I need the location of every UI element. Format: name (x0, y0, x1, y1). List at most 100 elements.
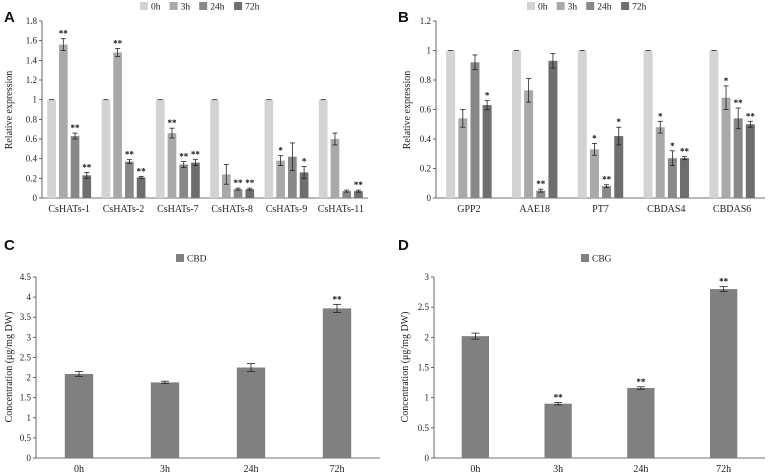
x-tick-label: 24h (633, 464, 648, 475)
bar (733, 118, 743, 198)
y-tick-label: 1 (33, 95, 38, 105)
y-tick-label: 0 (427, 193, 432, 203)
y-tick-label: 3 (27, 332, 32, 342)
bar (667, 158, 677, 198)
significance-mark: ** (245, 178, 255, 188)
significance-mark: * (670, 141, 675, 151)
legend-label: 0h (151, 3, 161, 13)
y-tick-label: 0.2 (26, 173, 37, 183)
y-tick-label: 2.5 (418, 302, 430, 312)
legend-swatch (527, 2, 535, 10)
panel-letter: B (398, 9, 409, 26)
legend-swatch (199, 2, 208, 10)
significance-mark: * (616, 117, 621, 127)
significance-mark: ** (179, 152, 189, 162)
significance-mark: * (485, 91, 490, 101)
y-tick-label: 0.6 (26, 134, 38, 144)
y-tick-label: 1.2 (26, 75, 37, 85)
bar (322, 308, 352, 458)
bar (64, 373, 94, 458)
y-tick-label: 4.5 (20, 272, 32, 282)
legend-swatch (176, 254, 184, 262)
significance-mark: ** (71, 123, 81, 133)
bar (655, 127, 665, 198)
bar (58, 44, 68, 198)
significance-mark: * (278, 146, 283, 156)
significance-mark: ** (82, 162, 92, 172)
bar (602, 186, 612, 198)
bar (524, 90, 534, 198)
legend: CBD (176, 254, 207, 265)
bar (709, 50, 719, 198)
y-tick-label: 2.5 (20, 352, 32, 362)
significance-mark: * (724, 76, 729, 86)
legend-swatch (581, 254, 589, 262)
bar (709, 289, 738, 458)
bar (221, 174, 231, 198)
bar (125, 161, 134, 198)
legend-label: 3h (181, 3, 191, 13)
bar (721, 97, 731, 198)
bar (461, 336, 490, 458)
x-tick-label: 3h (160, 464, 170, 475)
significance-mark: ** (333, 294, 343, 304)
significance-mark: ** (734, 98, 744, 108)
significance-mark: ** (602, 175, 612, 185)
x-tick-label: 72h (330, 464, 345, 475)
x-tick-label: 3h (553, 464, 563, 475)
y-tick-label: 0.8 (420, 75, 432, 85)
significance-mark: ** (59, 29, 69, 39)
bar (458, 118, 468, 198)
significance-mark: ** (636, 377, 646, 387)
y-tick-label: 1.5 (418, 363, 430, 373)
bar (150, 382, 180, 458)
bar (643, 50, 653, 198)
significance-mark: ** (191, 150, 201, 160)
legend: 0h 3h 24h 72h (140, 2, 260, 13)
x-tick-label: GPP2 (457, 204, 480, 215)
bar (446, 50, 456, 198)
x-tick-label: PT7 (592, 204, 609, 215)
legend-label: CBG (592, 255, 612, 265)
bar (155, 99, 165, 198)
legend-swatch (140, 2, 148, 10)
significance-mark: ** (125, 150, 135, 160)
bar (236, 367, 266, 458)
significance-mark: ** (113, 39, 123, 49)
x-tick-label: 0h (470, 464, 480, 475)
bar (82, 175, 92, 198)
y-tick-label: 0.2 (420, 164, 431, 174)
significance-mark: ** (680, 147, 690, 157)
bar (210, 99, 219, 198)
panel-letter: C (4, 237, 15, 254)
bar (245, 189, 255, 198)
bar (276, 160, 285, 198)
y-tick-label: 0.4 (26, 154, 38, 164)
y-tick-label: 0 (33, 193, 38, 203)
panel-b: B 0 0.2 0.4 0.6 0.8 1 1.2 Relative expression 0h 3… (398, 2, 765, 215)
significance-mark: ** (536, 179, 546, 189)
legend: CBG (581, 254, 612, 265)
bar (548, 60, 558, 199)
bar (47, 99, 56, 198)
y-tick-label: 1.4 (26, 55, 38, 65)
x-tick-label: CBDAS6 (713, 204, 751, 215)
bar (179, 164, 189, 198)
significance-mark: ** (167, 118, 177, 128)
y-tick-label: 1 (427, 46, 432, 56)
y-tick-label: 0.4 (420, 134, 432, 144)
x-tick-label: 0h (74, 464, 84, 475)
significance-mark: ** (354, 180, 364, 190)
bar (536, 190, 546, 198)
y-tick-label: 1.2 (420, 16, 431, 26)
significance-mark: * (658, 111, 663, 121)
y-tick-label: 0.5 (20, 433, 32, 443)
y-axis-label: Concentration (μg/mg DW) (400, 312, 411, 423)
significance-mark: ** (719, 277, 729, 287)
legend-label: 0h (538, 3, 548, 13)
bar (680, 158, 690, 198)
y-tick-label: 0 (425, 453, 430, 463)
x-tick-label: CsHATs-8 (211, 204, 253, 215)
x-tick-label: 72h (716, 464, 731, 475)
